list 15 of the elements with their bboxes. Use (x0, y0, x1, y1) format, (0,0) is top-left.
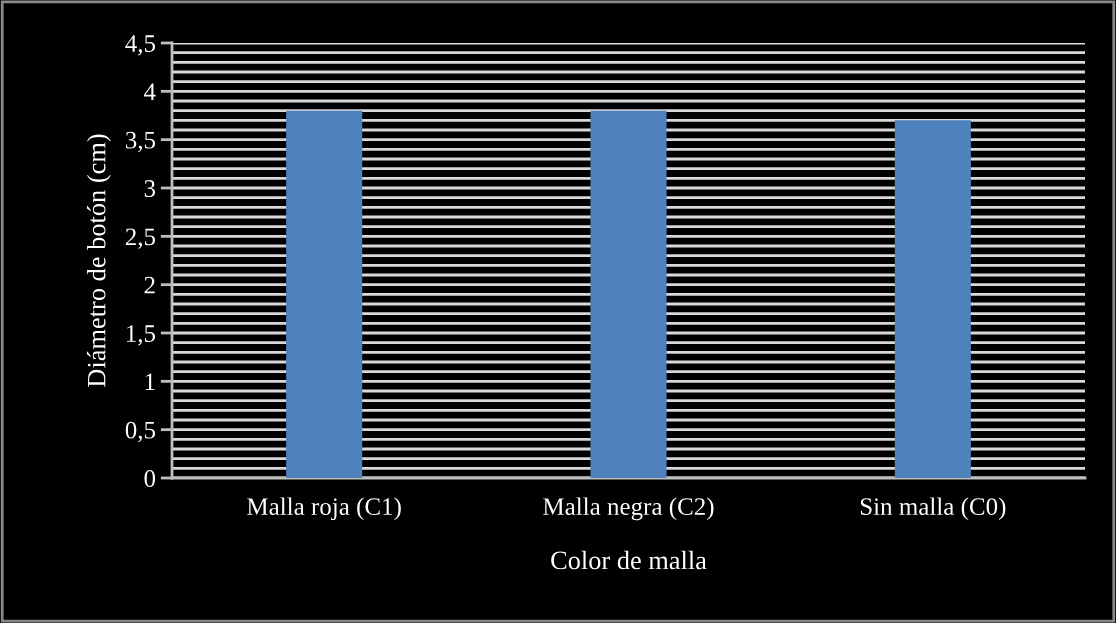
y-tick-label: 2,5 (125, 228, 156, 249)
x-tick-label: Malla roja (C1) (247, 497, 401, 521)
y-tick-label: 1 (145, 373, 155, 391)
y-tick-label: 1,5 (126, 325, 156, 346)
y-tick-label: 4,5 (125, 35, 156, 56)
x-tick-label: Malla negra (C2) (543, 497, 714, 521)
y-tick-label: 2 (144, 276, 155, 294)
y-tick-label: 3 (144, 180, 156, 197)
y-axis-title: Diámetro de botón (cm) (86, 134, 111, 387)
x-axis-title: Color de malla (551, 550, 707, 570)
y-tick-label: 4 (144, 83, 156, 101)
y-tick-label: 3,5 (125, 131, 156, 153)
y-tick-label: 0 (144, 470, 156, 487)
y-tick-label: 0,5 (125, 421, 156, 443)
x-tick-label: Sin malla (C0) (860, 497, 1006, 521)
